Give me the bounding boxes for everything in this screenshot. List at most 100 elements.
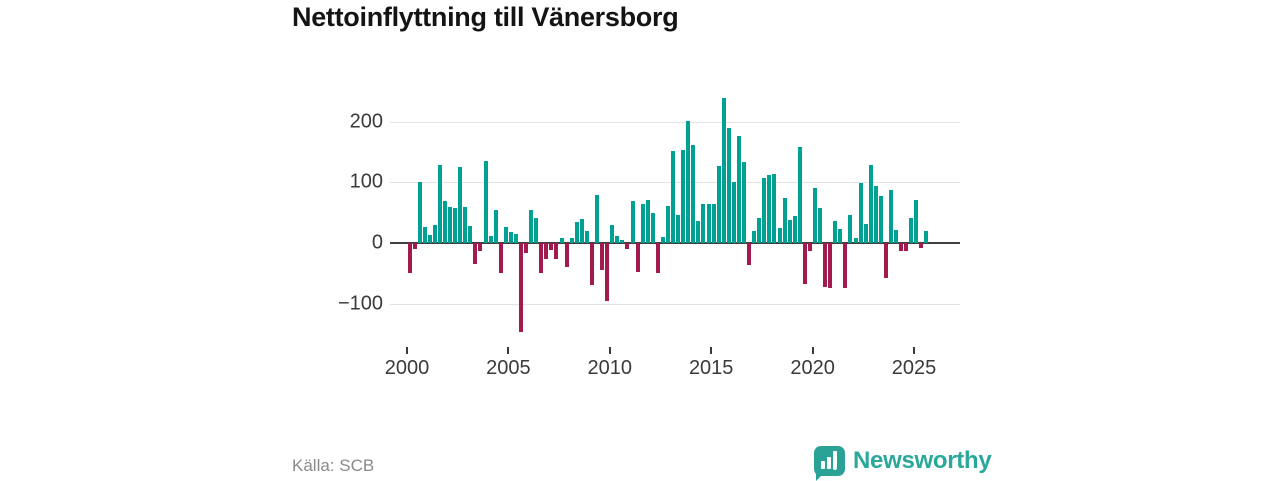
bar	[554, 243, 559, 259]
x-axis-tick-mark	[507, 347, 510, 354]
bar	[716, 165, 721, 243]
brand-footer: Newsworthy	[814, 444, 992, 481]
bar	[584, 230, 589, 243]
bar	[762, 178, 767, 243]
bar	[706, 204, 711, 243]
bar	[559, 238, 564, 243]
bar	[747, 243, 752, 265]
bar	[660, 236, 665, 243]
bar	[615, 235, 620, 243]
bar	[630, 200, 635, 243]
bar	[742, 161, 747, 243]
bar	[812, 188, 817, 243]
bar	[437, 165, 442, 243]
bar	[549, 243, 554, 251]
bar	[513, 233, 518, 243]
bar	[645, 199, 650, 243]
bar	[883, 243, 888, 278]
bar	[610, 224, 615, 243]
bar	[529, 209, 534, 243]
bar	[640, 204, 645, 243]
bar	[848, 215, 853, 243]
bar	[701, 203, 706, 243]
bar	[432, 224, 437, 243]
bar	[671, 150, 676, 243]
bar	[539, 243, 544, 274]
bar	[589, 243, 594, 285]
bar	[731, 181, 736, 243]
gridline-neg100	[390, 304, 960, 305]
bar	[488, 235, 493, 243]
bar	[655, 243, 660, 274]
bar	[868, 164, 873, 243]
bar	[772, 174, 777, 243]
bar	[792, 215, 797, 243]
bar	[473, 243, 478, 265]
source-note: Källa: SCB	[292, 456, 375, 475]
bar	[828, 243, 833, 289]
bar	[407, 243, 412, 274]
bar	[574, 221, 579, 243]
bar	[569, 238, 574, 243]
x-axis-label: 2005	[486, 357, 531, 379]
bar	[498, 243, 503, 274]
bar	[579, 218, 584, 243]
logo-exclamation-dot	[833, 466, 837, 470]
bar	[909, 218, 914, 243]
y-axis-label: 200	[349, 110, 383, 133]
bar	[726, 127, 731, 243]
bar	[676, 214, 681, 243]
bar-chart-plot-area	[390, 80, 960, 350]
bar	[721, 98, 726, 243]
bar	[807, 243, 812, 251]
bar	[422, 226, 427, 243]
bar	[503, 226, 508, 243]
bar	[483, 161, 488, 243]
x-axis-label: 2025	[891, 357, 937, 379]
x-axis-label: 2015	[688, 357, 734, 379]
speech-bubble-tail	[816, 472, 825, 481]
bar	[833, 221, 838, 243]
bar	[478, 243, 483, 251]
logo-bar-medium	[827, 457, 831, 469]
bar	[468, 226, 473, 243]
bar	[838, 229, 843, 243]
bar	[412, 243, 417, 250]
logo-bar-tall	[833, 451, 837, 467]
bar	[508, 232, 513, 243]
page-title: Nettoinflyttning till Vänersborg	[292, 2, 679, 32]
bar	[802, 243, 807, 284]
bar	[858, 182, 863, 243]
bar	[757, 218, 762, 243]
y-axis-label: −100	[337, 292, 383, 315]
x-axis-label: 2020	[790, 357, 835, 379]
bar	[894, 230, 899, 243]
bar	[736, 135, 741, 243]
bar	[620, 239, 625, 243]
bar	[458, 166, 463, 243]
bar	[914, 199, 919, 243]
bar	[534, 217, 539, 243]
bar	[463, 206, 468, 243]
bar	[453, 207, 458, 243]
bar	[544, 243, 549, 259]
x-axis-tick-mark	[710, 347, 713, 354]
bar	[904, 243, 909, 251]
bar	[442, 200, 447, 243]
bar	[686, 120, 691, 243]
bar	[650, 213, 655, 243]
newsworthy-speech-bubble-bars-icon	[814, 446, 845, 481]
bar	[696, 220, 701, 243]
gridline-200	[390, 122, 960, 123]
bar	[924, 230, 929, 243]
bar	[878, 195, 883, 243]
bar	[493, 209, 498, 243]
bar	[873, 186, 878, 243]
bar	[595, 195, 600, 243]
zero-axis-line	[390, 242, 960, 244]
bar	[427, 235, 432, 243]
bar	[818, 207, 823, 243]
bar	[752, 230, 757, 243]
bar	[417, 182, 422, 243]
bar	[691, 144, 696, 243]
